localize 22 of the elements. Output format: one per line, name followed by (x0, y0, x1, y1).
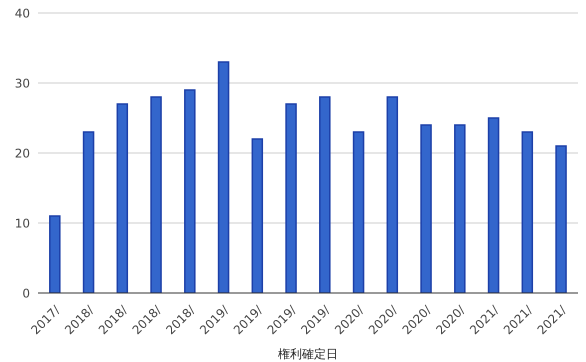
x-axis-title: 権利確定日 (278, 347, 338, 361)
bar (352, 131, 364, 293)
y-tick-label: 40 (14, 6, 30, 20)
y-tick-label: 30 (14, 76, 30, 90)
bar (555, 145, 567, 293)
bar (488, 117, 500, 293)
bar (150, 96, 162, 293)
bar (252, 138, 264, 293)
bar (116, 103, 128, 293)
bar (285, 103, 297, 293)
bar (82, 131, 94, 293)
bar (184, 89, 196, 293)
bar (522, 131, 534, 293)
y-tick-label: 0 (22, 286, 30, 300)
y-tick-label: 20 (14, 146, 30, 160)
bar (454, 124, 466, 293)
bar (319, 96, 331, 293)
bar (218, 61, 230, 293)
y-tick-label: 10 (14, 216, 30, 230)
bar (49, 215, 61, 293)
bar (386, 96, 398, 293)
bar (420, 124, 432, 293)
